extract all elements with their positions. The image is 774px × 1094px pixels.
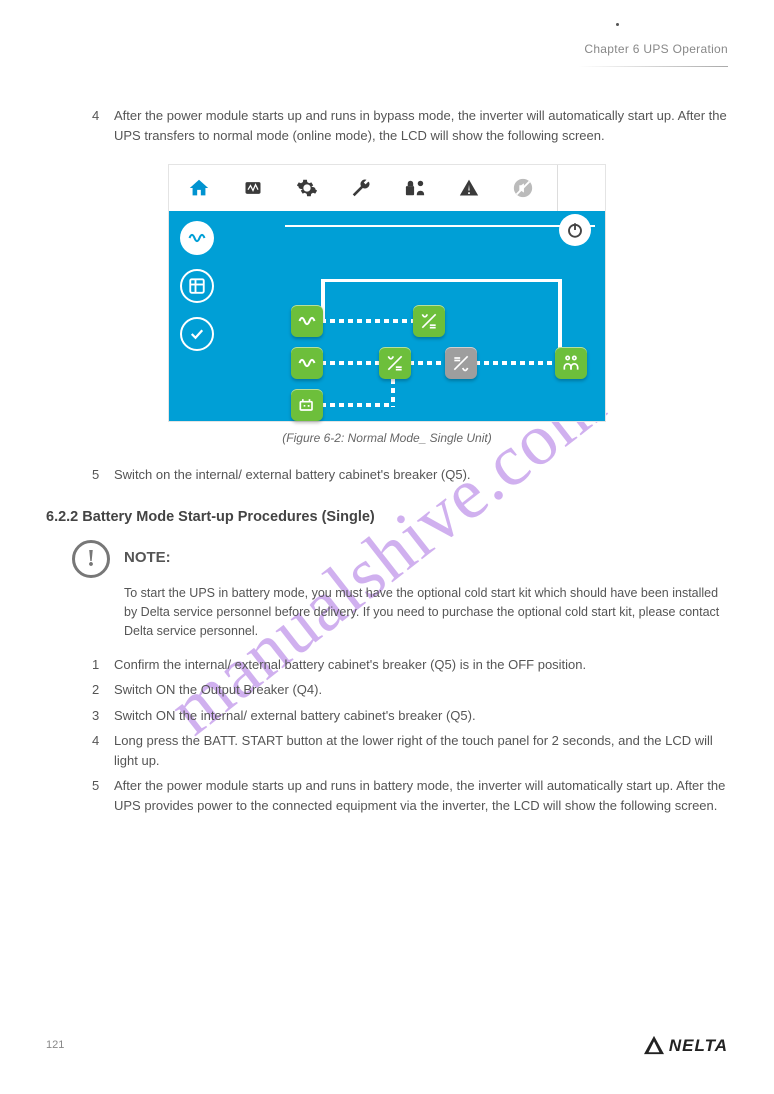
node-battery-icon <box>291 389 323 421</box>
side-power-flow-icon[interactable] <box>180 221 214 255</box>
section-steps-b: 5 Switch on the internal/ external batte… <box>46 465 728 485</box>
step-item: 1 Confirm the internal/ external battery… <box>92 655 728 675</box>
step-number: 4 <box>92 731 114 770</box>
settings-gear-icon[interactable] <box>295 176 319 200</box>
header-rule <box>578 66 728 67</box>
conn-rect2-inv <box>409 361 447 365</box>
note-block: ! NOTE: <box>72 540 728 578</box>
step-item: 5 After the power module starts up and r… <box>92 776 728 815</box>
lcd-main <box>169 211 605 421</box>
page: Chapter 6 UPS Operation 4 After the powe… <box>0 0 774 1094</box>
step-item: 5 Switch on the internal/ external batte… <box>92 465 728 485</box>
note-text: To start the UPS in battery mode, you mu… <box>124 584 728 640</box>
chapter-heading: Chapter 6 UPS Operation <box>46 40 728 58</box>
step-item: 3 Switch ON the internal/ external batte… <box>92 706 728 726</box>
lcd-side-nav <box>169 211 225 421</box>
node-ac-main-icon <box>291 347 323 379</box>
node-rectifier2-icon <box>379 347 411 379</box>
step-number: 5 <box>92 776 114 815</box>
note-label: NOTE: <box>124 547 171 570</box>
footer: 121 NELTA <box>46 1033 728 1059</box>
step-number: 5 <box>92 465 114 485</box>
measure-icon[interactable] <box>241 176 265 200</box>
lcd-toolbar <box>169 165 605 211</box>
mute-icon[interactable] <box>511 176 535 200</box>
delta-logo: NELTA <box>643 1033 728 1059</box>
step-text: Long press the BATT. START button at the… <box>114 731 728 770</box>
step-number: 1 <box>92 655 114 675</box>
power-button-icon[interactable] <box>559 214 591 246</box>
step-item: 4 After the power module starts up and r… <box>92 106 728 145</box>
step-number: 2 <box>92 680 114 700</box>
delta-triangle-icon <box>643 1035 665 1055</box>
node-rectifier1-icon <box>413 305 445 337</box>
figure-caption: (Figure 6-2: Normal Mode_ Single Unit) <box>46 429 728 447</box>
step-number: 4 <box>92 106 114 145</box>
step-text: After the power module starts up and run… <box>114 106 728 145</box>
node-ac-bypass-icon <box>291 305 323 337</box>
step-text: Switch on the internal/ external battery… <box>114 465 728 485</box>
note-exclamation-icon: ! <box>72 540 110 578</box>
step-text: After the power module starts up and run… <box>114 776 728 815</box>
conn-ac1-rect1 <box>321 319 415 323</box>
conn-batt-h <box>321 403 393 407</box>
step-text: Switch ON the internal/ external battery… <box>114 706 728 726</box>
step-item: 4 Long press the BATT. START button at t… <box>92 731 728 770</box>
section-steps-c: 1 Confirm the internal/ external battery… <box>46 655 728 816</box>
node-inverter-icon <box>445 347 477 379</box>
lcd-diagram-area <box>225 211 605 421</box>
section-steps-a: 4 After the power module starts up and r… <box>46 106 728 145</box>
figure-normal-mode <box>46 165 728 421</box>
conn-bypass-h <box>321 279 561 282</box>
delta-logo-text: NELTA <box>669 1033 728 1059</box>
lcd-header-rule <box>285 225 595 227</box>
step-number: 3 <box>92 706 114 726</box>
conn-inv-load <box>475 361 557 365</box>
heading-6-2-2: 6.2.2 Battery Mode Start-up Procedures (… <box>46 507 728 529</box>
side-table-icon[interactable] <box>180 269 214 303</box>
lock-user-icon[interactable] <box>403 176 427 200</box>
page-number: 121 <box>46 1037 64 1054</box>
conn-ac2-rect2 <box>321 361 381 365</box>
toolbar-corner <box>557 165 605 211</box>
ups-lcd-panel <box>169 165 605 421</box>
maintenance-wrench-icon[interactable] <box>349 176 373 200</box>
power-flow-diagram <box>255 243 595 411</box>
node-load-icon <box>555 347 587 379</box>
step-item: 2 Switch ON the Output Breaker (Q4). <box>92 680 728 700</box>
warning-icon[interactable] <box>457 176 481 200</box>
home-icon[interactable] <box>187 176 211 200</box>
top-dot <box>616 23 619 26</box>
side-check-icon[interactable] <box>180 317 214 351</box>
step-text: Confirm the internal/ external battery c… <box>114 655 728 675</box>
step-text: Switch ON the Output Breaker (Q4). <box>114 680 728 700</box>
